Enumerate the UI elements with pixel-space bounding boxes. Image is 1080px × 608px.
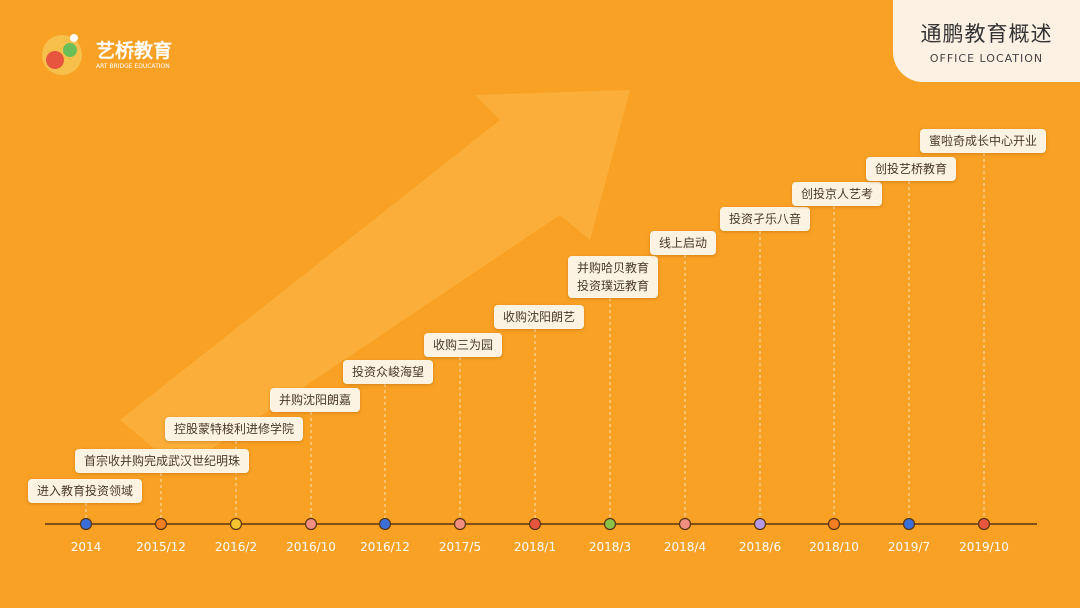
event-text: 收购三为园	[433, 338, 494, 352]
event-dot	[453, 517, 467, 531]
event-dot	[528, 517, 542, 531]
event-text: 首宗收并购完成武汉世纪明珠	[84, 454, 241, 468]
event-label: 线上启动	[650, 231, 717, 255]
logo-icon	[63, 43, 77, 57]
event-dot	[678, 517, 692, 531]
event-dot	[304, 517, 318, 531]
bg-arrow	[120, 90, 630, 470]
logo-icon	[70, 34, 78, 42]
event-dot	[378, 517, 392, 531]
event-dot	[827, 517, 841, 531]
header-panel: 通鹏教育概述 OFFICE LOCATION	[893, 0, 1080, 82]
logo-subtitle: ART BRIDGE EDUCATION	[96, 63, 170, 70]
event-date: 2017/5	[438, 540, 482, 554]
event-dot	[79, 517, 93, 531]
event-text: 收购沈阳朗艺	[503, 310, 576, 324]
event-label: 并购哈贝教育 投资璞远教育	[568, 256, 659, 298]
event-date: 2018/1	[513, 540, 557, 554]
event-label: 收购三为园	[424, 333, 503, 357]
event-text: 投资众峻海望	[352, 365, 425, 379]
event-text: 投资孑乐八音	[729, 212, 802, 226]
event-text: 蜜啦奇成长中心开业	[929, 134, 1038, 148]
event-text: 进入教育投资领域	[37, 484, 134, 498]
event-date: 2018/4	[663, 540, 707, 554]
event-label: 投资孑乐八音	[720, 207, 811, 231]
event-date: 2018/3	[588, 540, 632, 554]
event-date: 2015/12	[136, 540, 186, 554]
event-text: 控股蒙特梭利进修学院	[174, 422, 295, 436]
event-label: 创投京人艺考	[792, 182, 883, 206]
event-dot	[753, 517, 767, 531]
event-label: 并购沈阳朗嘉	[270, 388, 361, 412]
event-text: 创投艺桥教育	[875, 162, 948, 176]
event-label: 收购沈阳朗艺	[494, 305, 585, 329]
header-subtitle: OFFICE LOCATION	[929, 52, 1044, 65]
event-date: 2018/10	[809, 540, 859, 554]
event-date: 2016/10	[286, 540, 336, 554]
event-date: 2016/12	[360, 540, 410, 554]
event-dot	[977, 517, 991, 531]
event-label: 控股蒙特梭利进修学院	[165, 417, 304, 441]
event-label: 蜜啦奇成长中心开业	[920, 129, 1047, 153]
event-text: 并购哈贝教育	[577, 261, 650, 275]
event-date: 2019/7	[887, 540, 931, 554]
event-date: 2019/10	[959, 540, 1009, 554]
event-dot	[229, 517, 243, 531]
event-label: 创投艺桥教育	[866, 157, 957, 181]
event-dot	[902, 517, 916, 531]
event-text: 投资璞远教育	[577, 279, 650, 293]
event-dot	[154, 517, 168, 531]
logo-icon	[46, 51, 64, 69]
event-date: 2016/2	[214, 540, 258, 554]
event-text: 创投京人艺考	[801, 187, 874, 201]
header-title: 通鹏教育概述	[920, 22, 1053, 46]
event-label: 投资众峻海望	[343, 360, 434, 384]
event-date: 2018/6	[738, 540, 782, 554]
event-dot	[603, 517, 617, 531]
event-text: 线上启动	[659, 236, 708, 250]
event-text: 并购沈阳朗嘉	[279, 393, 352, 407]
logo-name: 艺桥教育	[96, 40, 173, 62]
event-label: 首宗收并购完成武汉世纪明珠	[75, 449, 250, 473]
event-label: 进入教育投资领域	[28, 479, 143, 503]
event-date: 2014	[70, 540, 102, 554]
